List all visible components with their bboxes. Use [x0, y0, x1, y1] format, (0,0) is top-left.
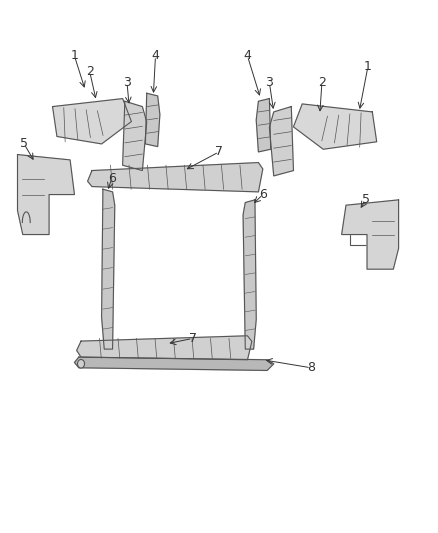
Text: 3: 3 [123, 76, 131, 89]
Polygon shape [18, 155, 74, 235]
Text: 1: 1 [364, 60, 372, 73]
Text: 8: 8 [307, 361, 315, 374]
Text: 7: 7 [189, 332, 197, 345]
Polygon shape [342, 200, 399, 269]
Text: 6: 6 [108, 172, 116, 185]
Polygon shape [123, 101, 147, 171]
Text: 2: 2 [86, 66, 94, 78]
Circle shape [78, 359, 85, 368]
Polygon shape [256, 99, 271, 152]
Polygon shape [88, 163, 263, 192]
Text: 1: 1 [71, 50, 78, 62]
Polygon shape [77, 336, 252, 360]
Text: 6: 6 [259, 188, 267, 201]
Text: 3: 3 [265, 76, 273, 89]
Polygon shape [243, 200, 256, 349]
Polygon shape [293, 104, 377, 149]
Text: 5: 5 [362, 193, 370, 206]
Polygon shape [102, 189, 115, 349]
Text: 4: 4 [244, 50, 251, 62]
Polygon shape [74, 357, 274, 370]
Text: 7: 7 [215, 146, 223, 158]
Text: 4: 4 [152, 50, 159, 62]
Text: 2: 2 [318, 76, 326, 89]
Polygon shape [53, 99, 131, 144]
Text: 5: 5 [20, 138, 28, 150]
Polygon shape [269, 107, 293, 176]
Polygon shape [145, 93, 160, 147]
